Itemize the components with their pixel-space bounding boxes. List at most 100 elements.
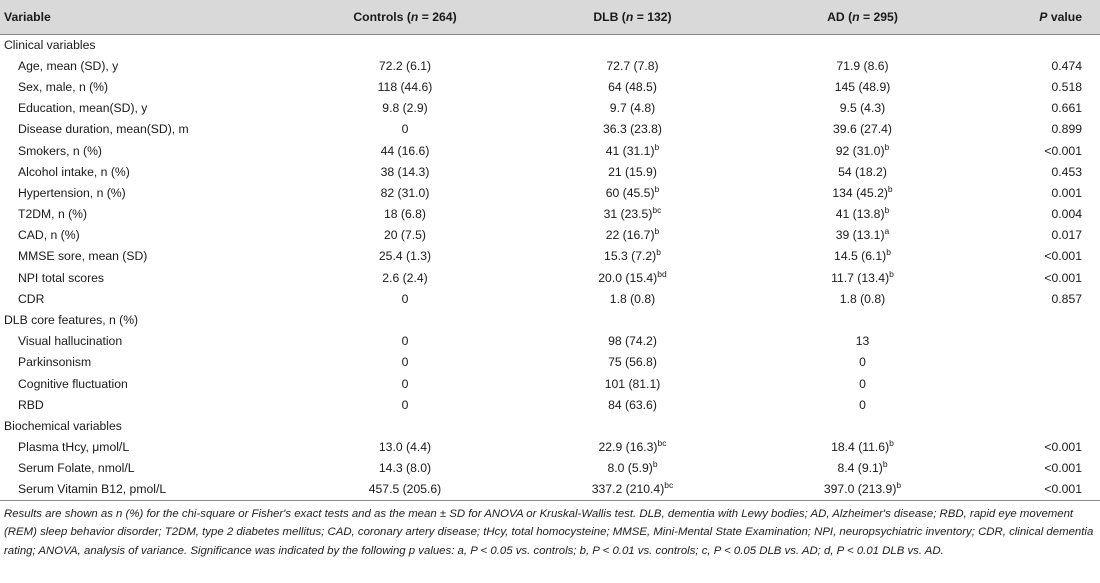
cell-ad-value: 41 (13.8) bbox=[835, 207, 885, 222]
cell-p-value: 0.518 bbox=[980, 76, 1100, 97]
cell-p-value-value: 0.001 bbox=[1051, 185, 1083, 200]
cell-dlb-value: 22 (16.7) bbox=[605, 228, 655, 243]
cell-p-value: 0.899 bbox=[980, 119, 1100, 140]
cell-controls-value: 13.0 (4.4) bbox=[378, 440, 432, 455]
cell-dlb: 9.7 (4.8) bbox=[520, 98, 745, 119]
cell-controls: 82 (31.0) bbox=[290, 182, 520, 203]
cell-controls: 44 (16.6) bbox=[290, 140, 520, 161]
cell-controls: 118 (44.6) bbox=[290, 76, 520, 97]
cell-ad-value: 54 (18.2) bbox=[838, 164, 887, 179]
table-row: Alcohol intake, n (%) 38 (14.3) 21 (15.9) 5… bbox=[0, 161, 1100, 182]
cell-p-value-value: <0.001 bbox=[1044, 270, 1082, 285]
cell-dlb: 36.3 (23.8) bbox=[520, 119, 745, 140]
cell-p-value: 0.017 bbox=[980, 225, 1100, 246]
cell-dlb-value: 9.7 (4.8) bbox=[609, 101, 656, 116]
table-row: Plasma tHcy, μmol/L 13.0 (4.4) 22.9 (16.3)… bbox=[0, 437, 1100, 458]
table-row: MMSE sore, mean (SD) 25.4 (1.3) 15.3 (7.2)… bbox=[0, 246, 1100, 267]
cell-ad-value: 0 bbox=[859, 376, 866, 391]
cell-controls-value: 457.5 (205.6) bbox=[368, 482, 442, 497]
row-label: Visual hallucination bbox=[0, 331, 290, 352]
header-p-value: P value bbox=[1039, 9, 1082, 24]
cell-ad: 39 (13.1)a bbox=[745, 225, 980, 246]
section-label: DLB core features, n (%) bbox=[4, 313, 139, 328]
section-label: Clinical variables bbox=[4, 37, 96, 52]
row-label-value: Plasma tHcy, μmol/L bbox=[18, 440, 130, 455]
cell-p-value-value: 0.004 bbox=[1051, 207, 1083, 222]
row-label: Smokers, n (%) bbox=[0, 140, 290, 161]
cell-ad: 14.5 (6.1)b bbox=[745, 246, 980, 267]
row-label-value: RBD bbox=[18, 397, 44, 412]
row-label: RBD bbox=[0, 394, 290, 415]
cell-ad: 0 bbox=[745, 373, 980, 394]
table-row: T2DM, n (%) 18 (6.8) 31 (23.5)bc 41 (13.8)b… bbox=[0, 204, 1100, 225]
table-body: Clinical variables Age, mean (SD), y 72.2 … bbox=[0, 34, 1100, 501]
row-label-value: Sex, male, n (%) bbox=[18, 79, 109, 94]
significance-marker: b bbox=[882, 459, 888, 470]
table-row: Serum Vitamin B12, pmol/L 457.5 (205.6) 33… bbox=[0, 479, 1100, 501]
cell-p-value bbox=[980, 352, 1100, 373]
cell-ad-value: 14.5 (6.1) bbox=[834, 249, 887, 264]
cell-ad-value: 8.4 (9.1) bbox=[837, 461, 883, 476]
cell-controls-value: 0 bbox=[401, 355, 409, 370]
cell-controls: 2.6 (2.4) bbox=[290, 267, 520, 288]
cell-p-value-value: 0.474 bbox=[1051, 58, 1083, 73]
cell-dlb-value: 20.0 (15.4) bbox=[598, 270, 658, 285]
row-label: CDR bbox=[0, 288, 290, 309]
cell-dlb-value: 60 (45.5) bbox=[605, 185, 655, 200]
section-row: DLB core features, n (%) bbox=[0, 309, 1100, 330]
table-row: Hypertension, n (%) 82 (31.0) 60 (45.5) b 13… bbox=[0, 182, 1100, 203]
cell-ad-value: 39.6 (27.4) bbox=[833, 122, 892, 137]
row-label-value: Hypertension, n (%) bbox=[18, 185, 126, 200]
significance-marker: b bbox=[884, 205, 890, 216]
cell-ad-value: 1.8 (0.8) bbox=[839, 291, 886, 306]
cell-ad: 54 (18.2) bbox=[745, 161, 980, 182]
cell-dlb-value: 31 (23.5) bbox=[603, 207, 653, 222]
table-row: Education, mean(SD), y 9.8 (2.9) 9.7 (4.8)… bbox=[0, 98, 1100, 119]
cell-dlb-value: 8.0 (5.9) bbox=[607, 461, 653, 476]
cell-dlb: 75 (56.8) bbox=[520, 352, 745, 373]
header-dlb: DLB (n = 132) bbox=[593, 9, 672, 24]
cell-ad-value: 397.0 (213.9) bbox=[823, 482, 897, 497]
row-label: Disease duration, mean(SD), m bbox=[0, 119, 290, 140]
cell-controls: 14.3 (8.0) bbox=[290, 458, 520, 479]
significance-marker: b bbox=[889, 268, 894, 279]
cell-p-value-value: 0.857 bbox=[1051, 291, 1083, 306]
significance-marker: b bbox=[884, 141, 890, 152]
header-controls: Controls (n = 264) bbox=[353, 9, 457, 24]
cell-ad-value: 18.4 (11.6) bbox=[831, 440, 890, 455]
row-label-value: Alcohol intake, n (%) bbox=[18, 164, 130, 179]
cell-p-value: <0.001 bbox=[980, 479, 1100, 500]
table-row: CDR 0 1.8 (0.8) 1.8 (0.8) 0.857 bbox=[0, 288, 1100, 309]
significance-marker: b bbox=[887, 183, 893, 194]
cell-ad-value: 39 (13.1) bbox=[835, 228, 885, 243]
cell-dlb: 21 (15.9) bbox=[520, 161, 745, 182]
row-label-value: Serum Vitamin B12, pmol/L bbox=[18, 482, 167, 497]
row-label-value: CDR bbox=[18, 291, 45, 306]
significance-marker: a bbox=[884, 226, 890, 237]
cell-ad: 41 (13.8)b bbox=[745, 204, 980, 225]
cell-p-value bbox=[980, 373, 1100, 394]
table-row: Serum Folate, nmol/L 14.3 (8.0) 8.0 (5.9) b… bbox=[0, 458, 1100, 479]
significance-marker: bc bbox=[652, 205, 662, 216]
row-label: Cognitive fluctuation bbox=[0, 373, 290, 394]
cell-p-value: <0.001 bbox=[980, 246, 1100, 267]
cell-controls-value: 0 bbox=[401, 397, 409, 412]
cell-p-value-value: 0.017 bbox=[1051, 228, 1083, 243]
cell-p-value-value: 0.661 bbox=[1051, 101, 1083, 116]
table-row: NPI total scores 2.6 (2.4) 20.0 (15.4)bd 11… bbox=[0, 267, 1100, 288]
cell-ad-value: 134 (45.2) bbox=[832, 185, 888, 200]
row-label-value: Parkinsonism bbox=[18, 355, 92, 370]
cell-p-value: <0.001 bbox=[980, 140, 1100, 161]
cell-p-value: 0.453 bbox=[980, 161, 1100, 182]
cell-ad: 134 (45.2)b bbox=[745, 182, 980, 203]
row-label-value: Serum Folate, nmol/L bbox=[18, 461, 135, 476]
table-row: Parkinsonism 0 75 (56.8) 0 bbox=[0, 352, 1100, 373]
table-row: Disease duration, mean(SD), m 0 36.3 (23.8… bbox=[0, 119, 1100, 140]
cell-controls: 0 bbox=[290, 119, 520, 140]
table-row: Cognitive fluctuation 0 101 (81.1) 0 bbox=[0, 373, 1100, 394]
row-label-value: Cognitive fluctuation bbox=[18, 376, 128, 391]
cell-controls-value: 2.6 (2.4) bbox=[382, 270, 428, 285]
cell-dlb-value: 15.3 (7.2) bbox=[604, 249, 657, 264]
cell-p-value: 0.661 bbox=[980, 98, 1100, 119]
cell-dlb-value: 21 (15.9) bbox=[608, 164, 657, 179]
